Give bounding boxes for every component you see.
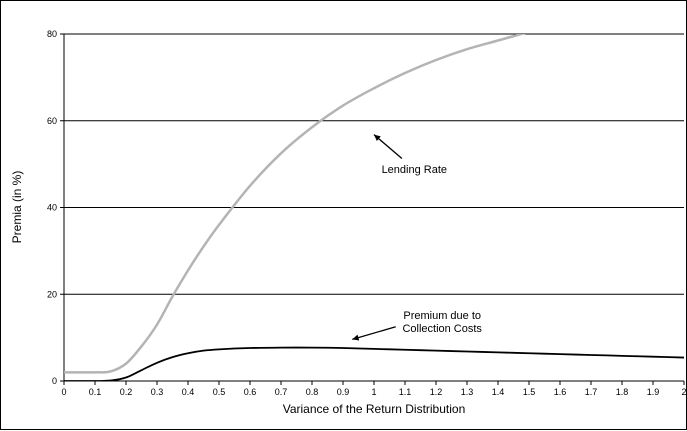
annotation-1-text-1: Lending Rate [382, 164, 447, 176]
x-tick-label-0.8: 0.8 [306, 387, 319, 397]
y-axis-title: Premia (in %) [10, 171, 24, 244]
x-tick-label-1.5: 1.5 [523, 387, 536, 397]
x-tick-label-0.4: 0.4 [182, 387, 195, 397]
x-axis-title: Variance of the Return Distribution [283, 402, 466, 416]
x-tick-label-0.9: 0.9 [337, 387, 350, 397]
x-tick-label-1.1: 1.1 [399, 387, 412, 397]
y-tick-label-80: 80 [47, 29, 57, 39]
x-tick-label-0.7: 0.7 [275, 387, 288, 397]
y-tick-label-40: 40 [47, 203, 57, 213]
annotation-2-arrow-line [352, 326, 396, 340]
x-tick-label-0.2: 0.2 [120, 387, 133, 397]
x-tick-label-1.3: 1.3 [461, 387, 474, 397]
gridlines [64, 33, 684, 295]
annotation-2-text-2: Collection Costs [402, 323, 482, 335]
y-tick-label-20: 20 [47, 289, 57, 299]
x-tick-label-1.7: 1.7 [585, 387, 598, 397]
series-layer [64, 34, 684, 381]
annotation-1-arrow-head [374, 134, 381, 142]
x-tick-label-0.6: 0.6 [244, 387, 257, 397]
x-tick-label-1.6: 1.6 [554, 387, 567, 397]
annotation-2-arrow-head [352, 334, 360, 341]
series-line-collection-costs [64, 346, 684, 381]
annotation-1: Lending Rate [373, 134, 447, 176]
annotation-2-text-1: Premium due to [403, 310, 481, 322]
y-tick-label-60: 60 [47, 116, 57, 126]
x-tick-label-1.4: 1.4 [492, 387, 505, 397]
axes [60, 33, 685, 385]
x-tick-label-2: 2 [681, 387, 686, 397]
y-tick-label-0: 0 [52, 376, 57, 386]
x-tick-label-1.2: 1.2 [430, 387, 443, 397]
x-tick-label-1: 1 [371, 387, 376, 397]
series-line-lending-rate [64, 34, 526, 374]
x-tick-label-0.3: 0.3 [151, 387, 164, 397]
x-tick-label-0.5: 0.5 [213, 387, 226, 397]
x-tick-label-1.9: 1.9 [647, 387, 660, 397]
tick-labels: 0 20 40 60 80 0 0.1 0.2 0.3 0.4 0.5 0.6 0.7 0.8 0.9 1 1.… [47, 29, 687, 397]
x-tick-label-0.1: 0.1 [89, 387, 102, 397]
x-tick-label-1.8: 1.8 [616, 387, 629, 397]
x-tick-label-0: 0 [61, 387, 66, 397]
